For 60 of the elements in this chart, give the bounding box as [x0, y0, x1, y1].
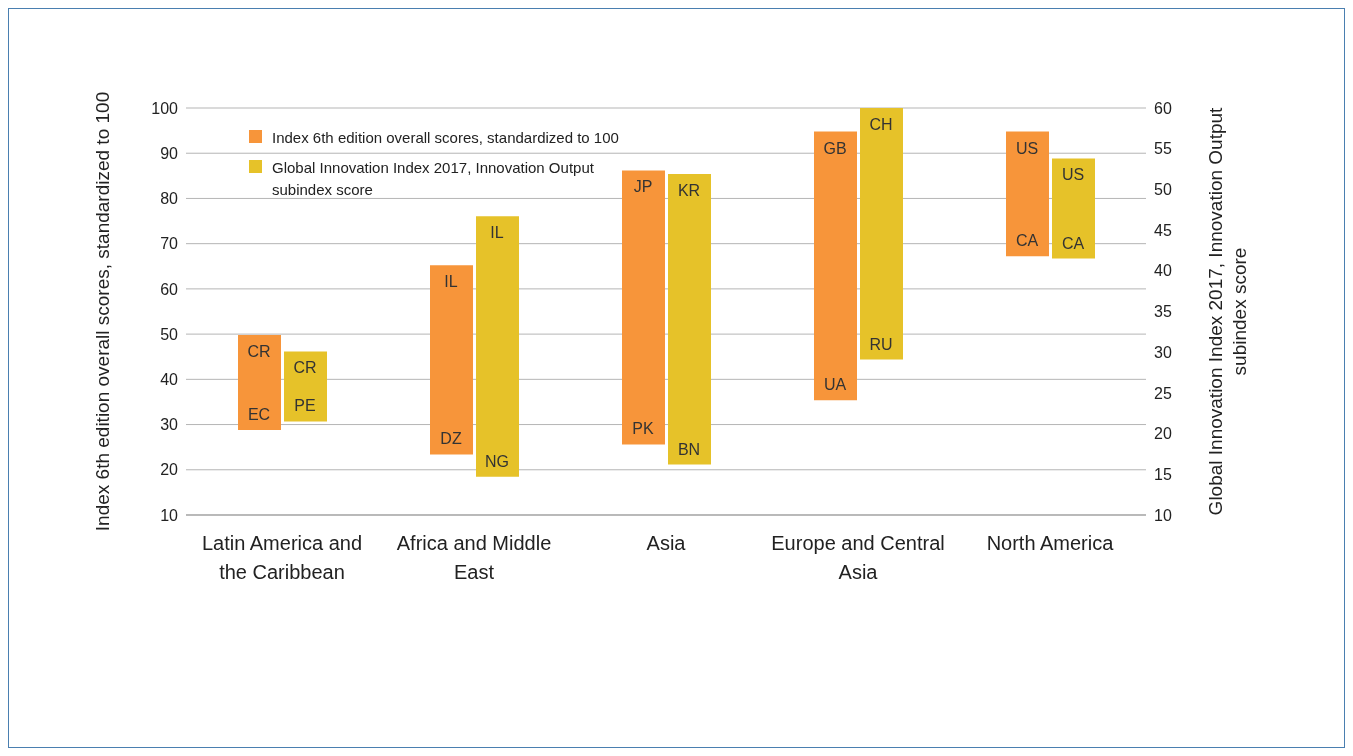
annotation: DZ: [440, 430, 462, 448]
bar: [476, 216, 519, 477]
y2-tick-label: 40: [1154, 262, 1172, 280]
annotation: US: [1015, 139, 1039, 157]
bar: [860, 108, 903, 360]
annotation: BN: [677, 440, 701, 458]
bar: [284, 351, 327, 422]
annotation: CH: [869, 116, 893, 133]
annotation: CA: [1061, 234, 1085, 252]
bar: [430, 265, 473, 455]
y2-tick-label: 45: [1154, 221, 1172, 239]
y-tick-label: 10: [160, 506, 179, 524]
x-tick-label: Europe and Central Asia: [770, 531, 946, 585]
annotation: CR: [293, 359, 317, 377]
annotation: EC: [247, 405, 271, 423]
y2-tick-label: 60: [1154, 99, 1172, 117]
bar: [622, 170, 665, 445]
y-tick-label: 80: [160, 190, 179, 208]
annotation: RU: [869, 335, 893, 353]
y-tick-label: 100: [151, 99, 179, 117]
bar: [814, 131, 857, 401]
bar: [1006, 131, 1049, 257]
y-axis-title: Index 6th edition overall scores, standardized to 100: [92, 91, 113, 532]
bar: [1052, 158, 1095, 259]
y2-tick-label: 55: [1154, 140, 1172, 158]
bar: [238, 335, 281, 430]
y2-tick-label: 15: [1154, 465, 1172, 483]
annotation: JP: [633, 178, 653, 196]
y2-tick-label: 50: [1154, 181, 1172, 199]
y-tick-label: 50: [160, 325, 179, 343]
annotation: PE: [294, 397, 316, 415]
y-tick-label: 30: [160, 416, 179, 434]
x-tick-label: Latin America and the Caribbean: [200, 531, 364, 585]
annotation: IL: [444, 273, 458, 291]
y-tick-label: 40: [160, 371, 179, 389]
y2-tick-label: 20: [1154, 425, 1172, 443]
annotation: KR: [677, 181, 701, 199]
annotation: CR: [247, 343, 271, 361]
x-tick-label: Asia: [645, 531, 687, 556]
bar: [668, 173, 711, 465]
legend-label: Index 6th edition overall scores, standardized to 100: [272, 128, 619, 148]
legend-label: Global Innovation Index 2017, Innovation Output subindex score: [272, 158, 595, 200]
annotation: NG: [485, 452, 509, 470]
annotation: US: [1061, 166, 1085, 184]
annotation: UA: [823, 376, 847, 394]
y-tick-label: 90: [160, 144, 179, 162]
y2-tick-label: 25: [1154, 384, 1172, 402]
y2-axis-title: Global Innovation Index 2017, Innovation Output subindex score: [1205, 106, 1250, 516]
x-tick-label: Africa and Middle East: [395, 531, 553, 585]
y2-tick-label: 10: [1154, 506, 1172, 524]
annotation: IL: [490, 224, 504, 242]
y2-tick-label: 30: [1154, 343, 1172, 361]
y-tick-label: 20: [160, 461, 179, 479]
y2-tick-label: 35: [1154, 303, 1172, 321]
y-tick-label: 60: [160, 280, 179, 298]
y-tick-label: 70: [160, 235, 179, 253]
annotation: CA: [1015, 232, 1039, 250]
annotation: GB: [823, 139, 847, 157]
x-tick-label: North America: [985, 531, 1115, 556]
annotation: PK: [632, 420, 654, 438]
